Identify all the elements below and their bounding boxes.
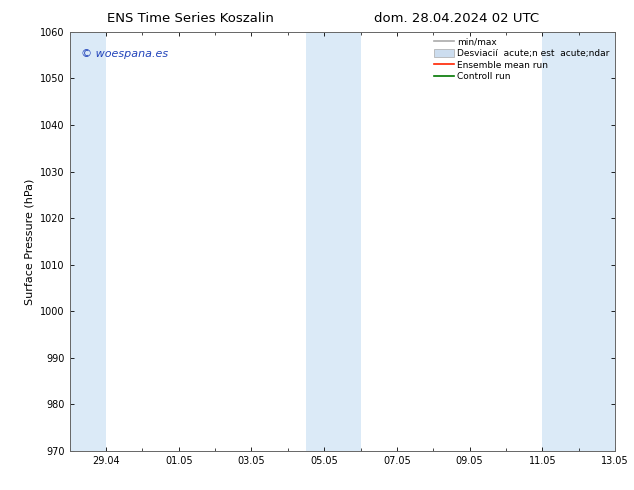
Legend: min/max, Desviacií  acute;n est  acute;ndar, Ensemble mean run, Controll run: min/max, Desviacií acute;n est acute;nda… xyxy=(430,34,613,85)
Bar xyxy=(306,32,361,451)
Text: ENS Time Series Koszalin: ENS Time Series Koszalin xyxy=(107,12,274,25)
Text: dom. 28.04.2024 02 UTC: dom. 28.04.2024 02 UTC xyxy=(374,12,539,25)
Text: © woespana.es: © woespana.es xyxy=(81,49,168,59)
Bar xyxy=(70,32,106,451)
Y-axis label: Surface Pressure (hPa): Surface Pressure (hPa) xyxy=(25,178,35,304)
Bar xyxy=(542,32,615,451)
